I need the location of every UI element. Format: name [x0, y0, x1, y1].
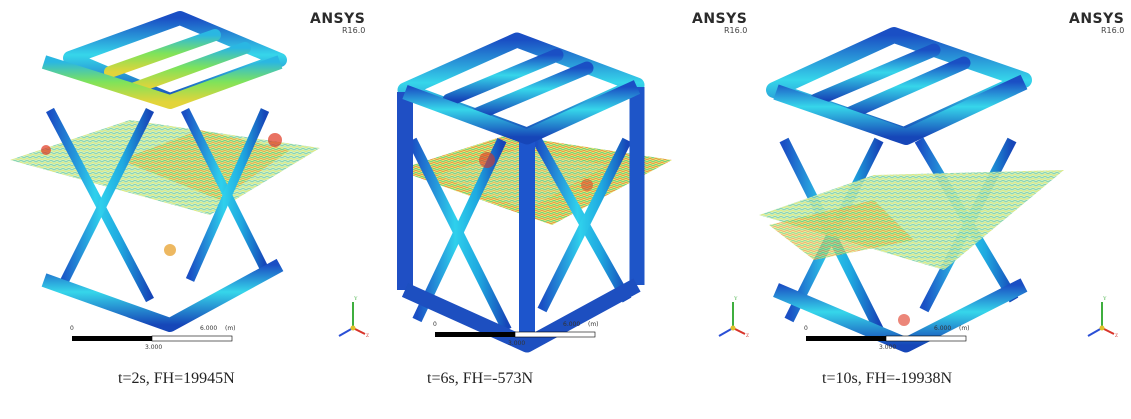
- scale-mid: 3.000: [145, 344, 163, 351]
- ansys-logo: ANSYS R16.0: [1069, 11, 1125, 35]
- axis-z-label: Z: [746, 334, 749, 339]
- caption: t=10s, FH=-19938N: [822, 370, 953, 387]
- scale-unit: (m): [225, 325, 236, 332]
- scale-end: 6.000: [934, 325, 952, 332]
- ansys-logo: ANSYS R16.0: [310, 11, 366, 35]
- simulation-panel-t6: ANSYS R16.0 0 6.000 (m) 3.000 Y Z t=6s, …: [377, 0, 754, 419]
- ansys-version: R16.0: [1100, 26, 1125, 35]
- truss-cube-render: [10, 11, 320, 342]
- scale-end: 6.000: [563, 321, 581, 328]
- axis-y-label: Y: [354, 297, 358, 302]
- scale-mid: 3.000: [508, 340, 526, 347]
- scale-start: 0: [70, 325, 74, 332]
- scale-end: 6.000: [200, 325, 218, 332]
- axis-y-label: Y: [1103, 297, 1107, 302]
- axis-triad-icon: Y Z: [338, 297, 369, 339]
- scale-unit: (m): [588, 321, 599, 328]
- simulation-panel-t10: ANSYS R16.0 0 6.000 (m) 3.000 Y Z t=10s,…: [754, 0, 1131, 419]
- truss-cube-render: [397, 32, 672, 353]
- scale-unit: (m): [959, 325, 970, 332]
- axis-y-label: Y: [734, 297, 738, 302]
- ansys-version: R16.0: [723, 26, 748, 35]
- caption: t=2s, FH=19945N: [118, 370, 235, 387]
- simulation-panel-t2: ANSYS R16.0 0 6.000 (m) 3.000 Y Z t=2s, …: [0, 0, 377, 419]
- axis-triad-icon: Y Z: [718, 297, 749, 339]
- caption: t=6s, FH=-573N: [427, 370, 534, 387]
- truss-cube-render: [759, 27, 1064, 353]
- axis-triad-icon: Y Z: [1087, 297, 1118, 339]
- scale-start: 0: [804, 325, 808, 332]
- ansys-logo: ANSYS R16.0: [692, 11, 748, 35]
- axis-z-label: Z: [1115, 334, 1118, 339]
- ansys-version: R16.0: [341, 26, 366, 35]
- axis-z-label: Z: [366, 334, 369, 339]
- scale-start: 0: [433, 321, 437, 328]
- scale-mid: 3.000: [879, 344, 897, 351]
